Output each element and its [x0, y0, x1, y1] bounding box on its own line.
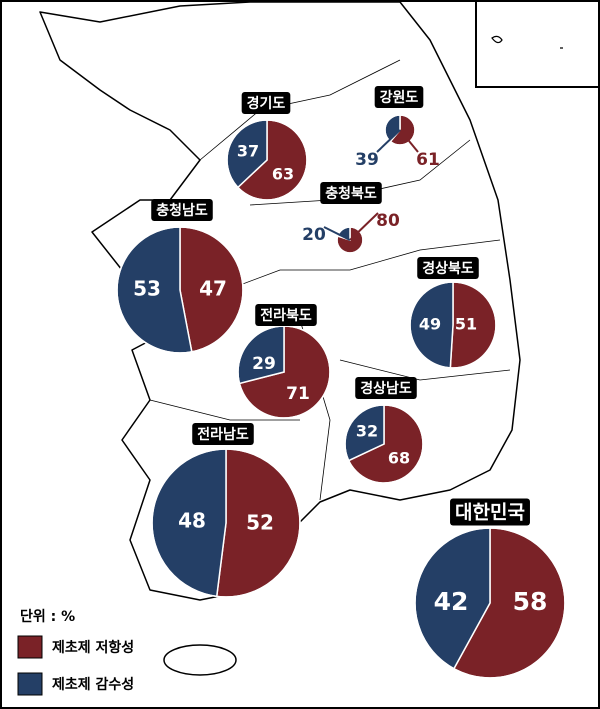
- leader-line: [399, 129, 419, 153]
- region-label: 대한민국: [455, 502, 525, 524]
- region-label-bg: [450, 498, 530, 526]
- pie-outline: [414, 527, 566, 679]
- region-label-bg: [255, 304, 317, 326]
- value-label: 49: [419, 315, 441, 334]
- legend-swatch: [17, 635, 43, 659]
- region-label: 경상북도: [422, 260, 474, 277]
- region-label: 경기도: [247, 95, 286, 112]
- legend-label: 제초제 저항성: [52, 639, 134, 656]
- value-label: 52: [246, 511, 274, 535]
- region-label-bg: [192, 423, 254, 445]
- region-label: 전라남도: [197, 426, 249, 443]
- value-label: 47: [199, 277, 227, 301]
- islands: [491, 35, 563, 49]
- region-label-bg: [241, 92, 291, 114]
- value-label: 48: [178, 509, 206, 533]
- value-label: 29: [252, 354, 276, 374]
- pie-outline: [344, 404, 424, 484]
- region-label: 충청북도: [325, 186, 377, 202]
- region-label: 전라북도: [260, 307, 312, 324]
- pie-outline: [384, 114, 416, 146]
- value-label: 61: [416, 150, 440, 170]
- legend-label: 제초제 감수성: [52, 676, 134, 693]
- value-label: 68: [388, 449, 410, 468]
- value-label: 42: [434, 587, 469, 616]
- region-label-bg: [374, 86, 424, 108]
- value-label: 32: [356, 422, 378, 441]
- leader-line: [349, 212, 379, 241]
- region-label: 강원도: [380, 89, 419, 106]
- value-label: 80: [376, 211, 400, 231]
- pie-outline: [336, 226, 364, 254]
- inset-box: [475, 0, 600, 88]
- region-label-bg: [355, 377, 417, 399]
- pie-outline: [226, 119, 308, 201]
- region-label: 충청남도: [156, 202, 208, 219]
- value-label: 39: [355, 150, 379, 170]
- jeju: [163, 644, 237, 676]
- value-label: 58: [513, 587, 548, 616]
- region-label: 경상남도: [360, 380, 412, 397]
- pie-outline: [151, 448, 301, 598]
- leader-line: [323, 226, 351, 241]
- value-label: 51: [455, 315, 477, 334]
- value-label: 37: [237, 142, 259, 161]
- region-label-bg: [320, 182, 382, 204]
- leader-line: [376, 129, 401, 153]
- pie-outline: [116, 226, 244, 354]
- value-label: 71: [286, 384, 310, 404]
- value-label: 63: [272, 165, 294, 184]
- pie-outline: [409, 281, 497, 369]
- value-label: 53: [133, 277, 161, 301]
- value-label: 20: [302, 225, 326, 245]
- unit-label: 단위 : %: [20, 608, 75, 625]
- region-label-bg: [417, 257, 479, 279]
- region-label-bg: [151, 199, 213, 221]
- legend-swatch: [17, 672, 43, 696]
